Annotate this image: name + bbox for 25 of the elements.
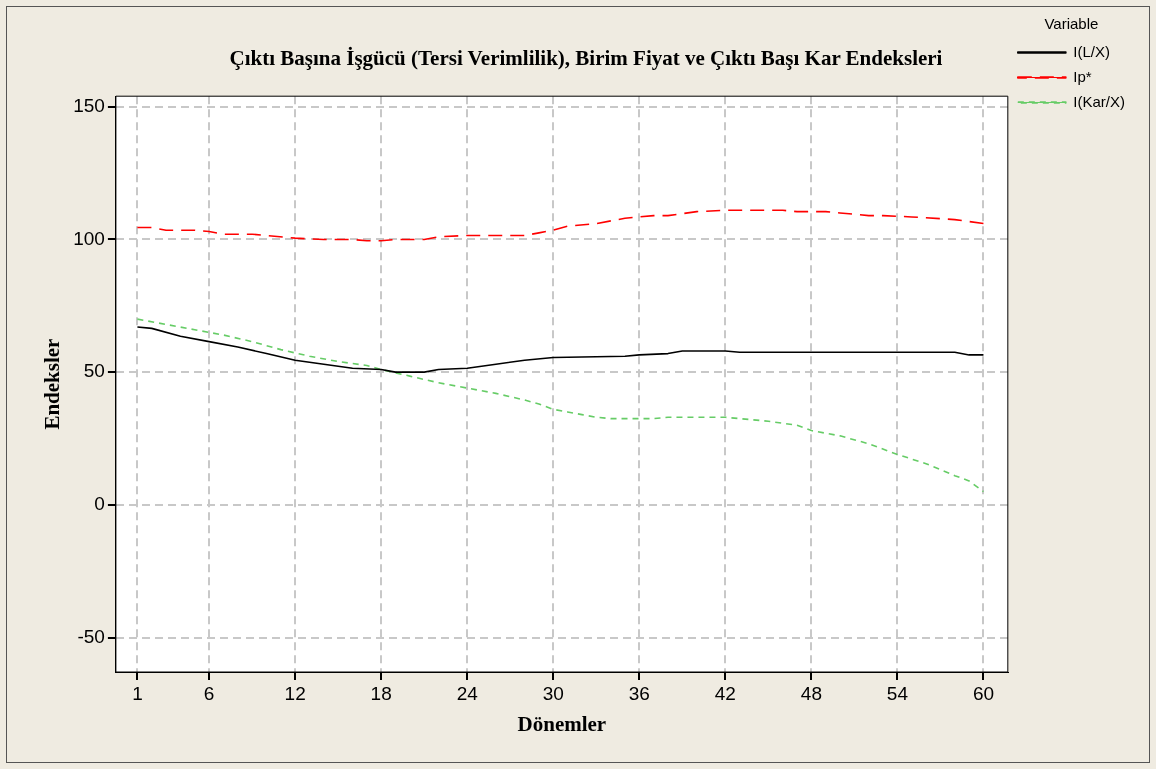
y-tick-label: 0: [94, 493, 105, 515]
y-tick-label: -50: [77, 625, 105, 647]
line-series: [136, 209, 985, 242]
x-tick-label: 12: [284, 682, 306, 704]
legend-label: I(Kar/X): [1073, 92, 1126, 110]
x-axis-title: Dönemler: [517, 711, 607, 736]
x-tick-label: 24: [456, 682, 479, 704]
x-tick-label: 1: [132, 682, 143, 704]
x-tick-label: 54: [886, 682, 909, 704]
legend-label: Ip*: [1073, 67, 1092, 85]
x-tick-label: 48: [800, 682, 822, 704]
y-tick-label: 150: [73, 95, 105, 117]
y-tick-label: 100: [73, 227, 105, 249]
legend-label: I(L/X): [1073, 42, 1111, 60]
chart-title: Çıktı Başına İşgücü (Tersi Verimlilik), Birim Fiyat ve Çıktı Başı Kar Endeksleri: [229, 46, 943, 71]
legend-title: Variable: [1044, 14, 1099, 32]
x-tick-label: 30: [542, 682, 564, 704]
x-tick-label: 18: [370, 682, 392, 704]
x-tick-label: 36: [628, 682, 650, 704]
x-tick-label: 60: [972, 682, 995, 704]
x-tick-label: 6: [203, 682, 215, 704]
y-axis-title: Endeksler: [40, 338, 65, 430]
x-tick-label: 42: [714, 682, 736, 704]
y-tick-label: 50: [83, 360, 105, 382]
line-series: [136, 318, 985, 493]
